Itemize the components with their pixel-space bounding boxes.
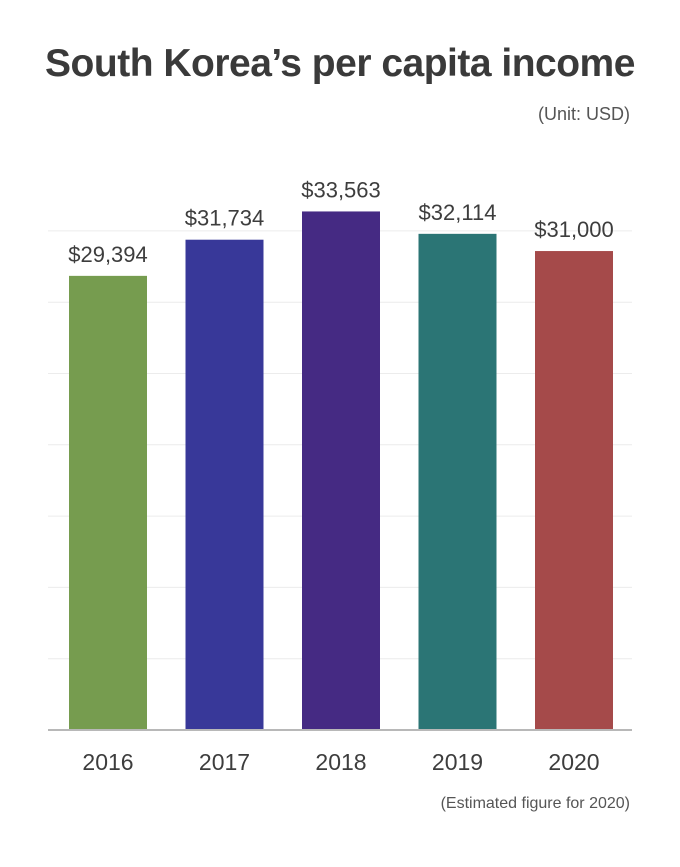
bar-2020 xyxy=(535,251,613,731)
chart-title: South Korea’s per capita income xyxy=(45,42,635,85)
x-tick-label-2018: 2018 xyxy=(315,749,366,775)
value-label-2018: $33,563 xyxy=(301,177,381,202)
value-label-2020: $31,000 xyxy=(534,217,614,242)
value-label-2017: $31,734 xyxy=(185,206,265,231)
bar-2018 xyxy=(302,211,380,730)
bar-2019 xyxy=(418,233,497,731)
x-axis-tick-labels: 2016 2017 2018 2019 2020 xyxy=(82,749,599,775)
bar-2017 xyxy=(185,239,264,730)
footnote: (Estimated figure for 2020) xyxy=(440,795,630,812)
unit-label: (Unit: USD) xyxy=(537,104,630,124)
bar-2016 xyxy=(69,275,147,730)
bars xyxy=(69,211,613,731)
x-tick-label-2017: 2017 xyxy=(199,749,250,775)
x-tick-label-2020: 2020 xyxy=(548,749,599,775)
value-label-2019: $32,114 xyxy=(419,200,497,225)
x-tick-label-2016: 2016 xyxy=(82,749,133,775)
value-labels: $29,394 $31,734 $33,563 $32,114 $31,000 xyxy=(68,177,614,266)
x-tick-label-2019: 2019 xyxy=(432,749,483,775)
value-label-2016: $29,394 xyxy=(68,242,148,267)
